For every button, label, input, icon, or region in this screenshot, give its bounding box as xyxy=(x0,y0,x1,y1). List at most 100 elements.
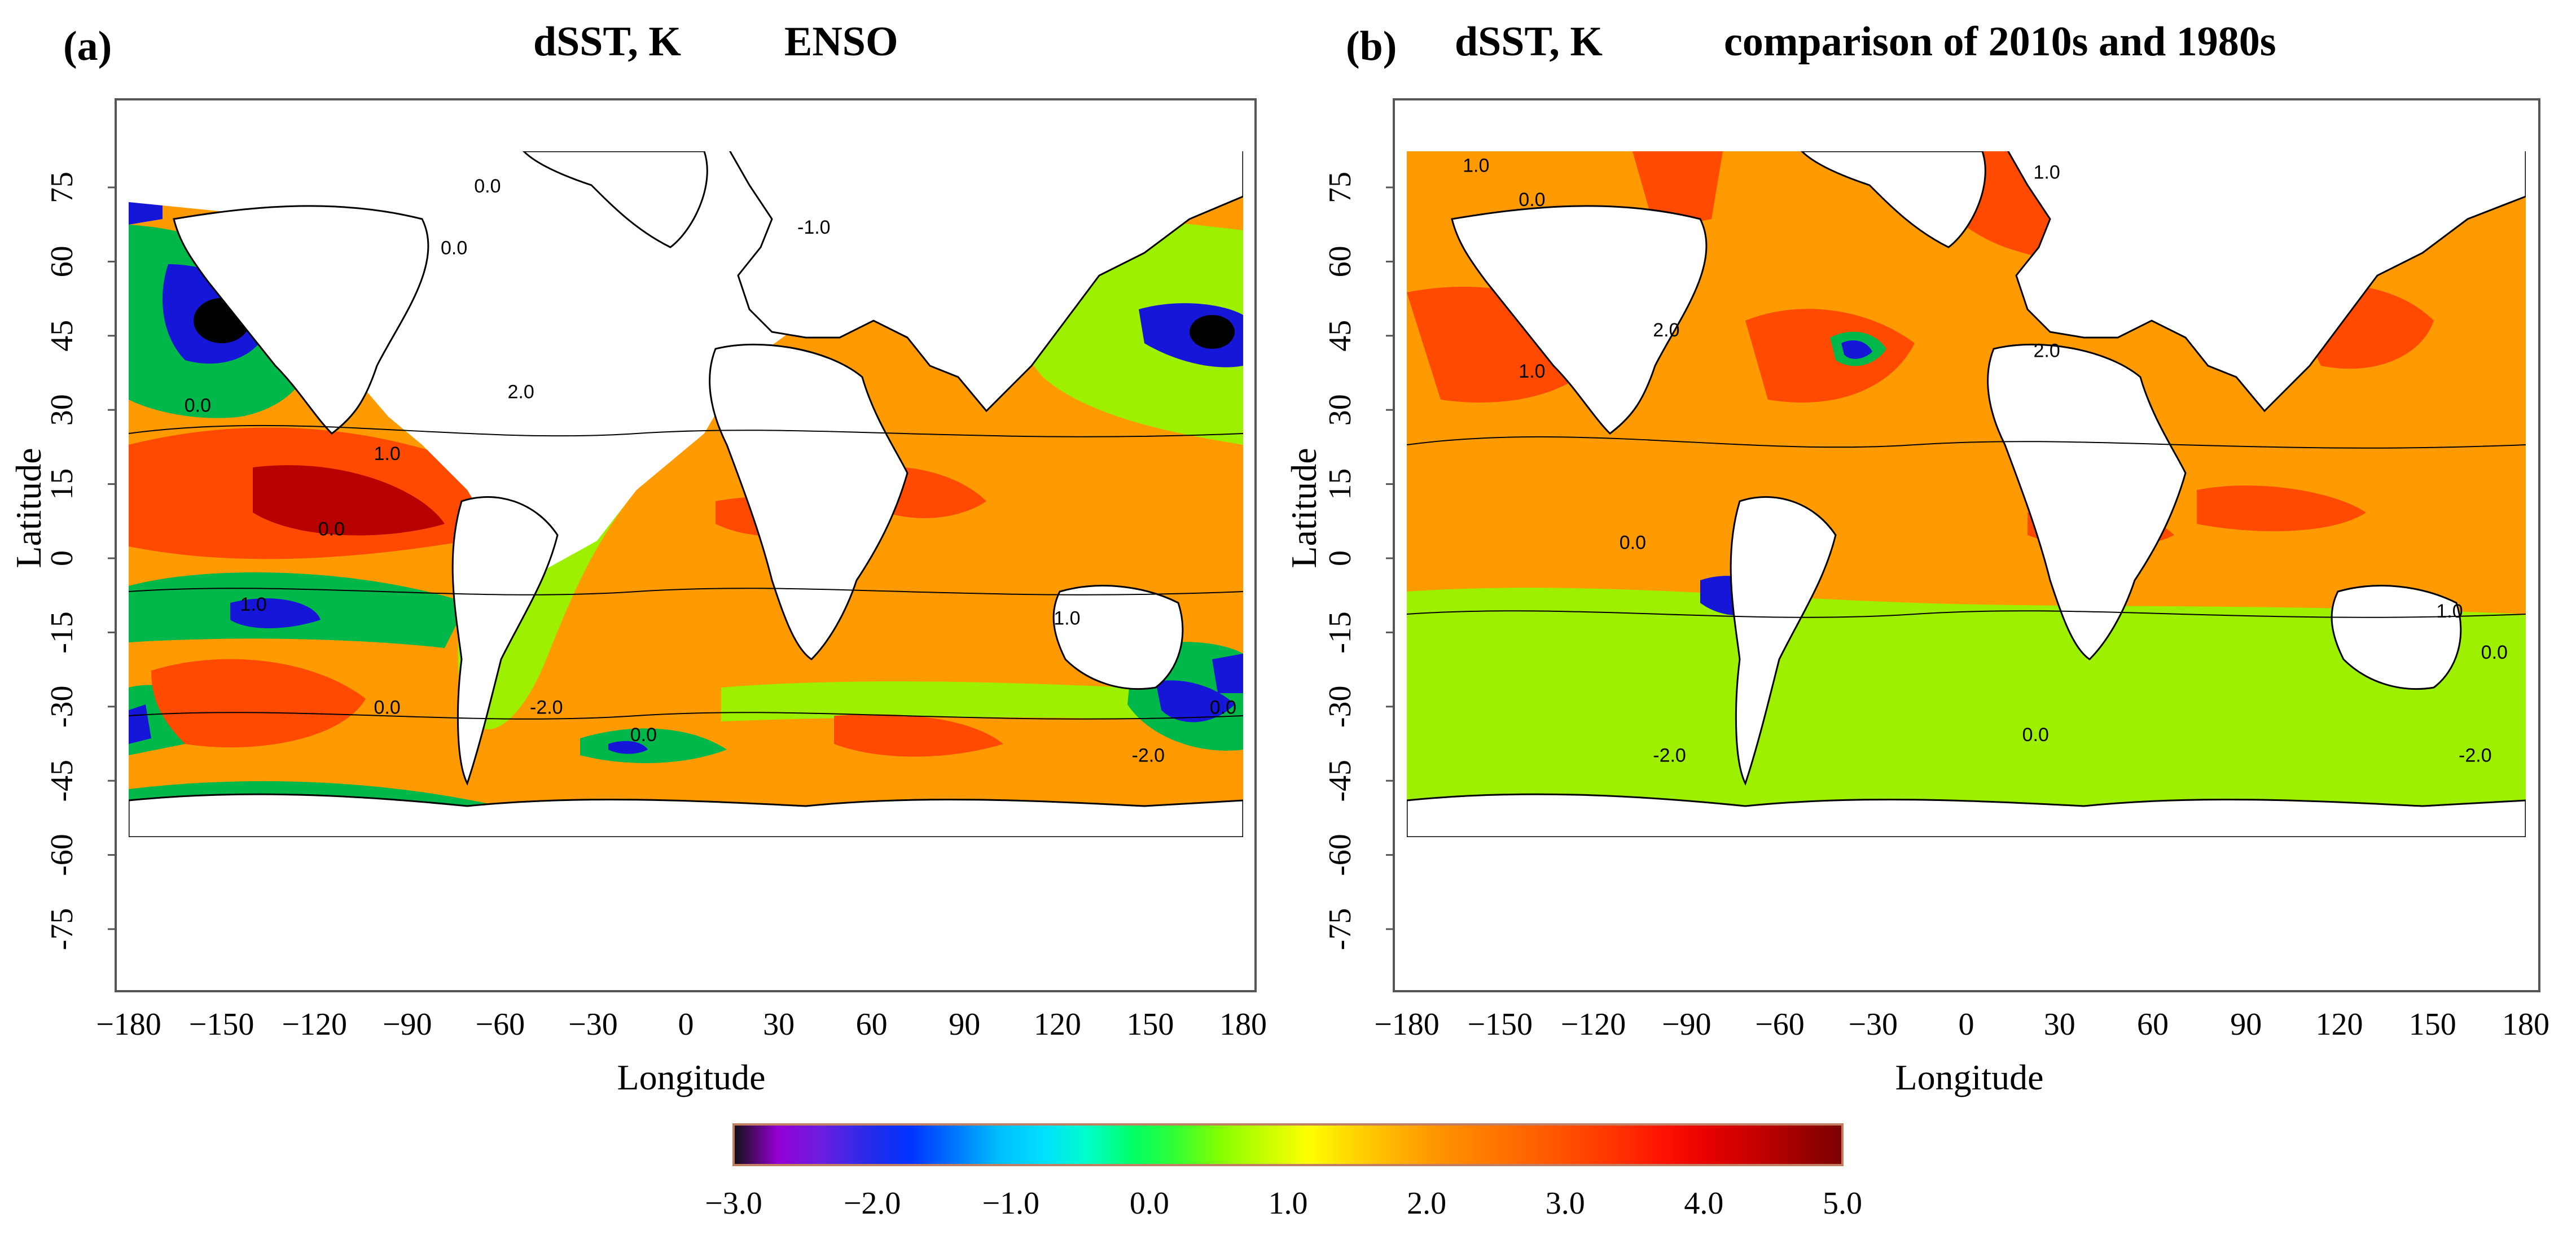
panel-b-lat-tick: -15 xyxy=(1323,611,1358,654)
panel-a-lat-tick: 60 xyxy=(45,246,80,277)
panel-b-lon-tick: −180 xyxy=(1374,1007,1440,1042)
panel-a-lon-tick: 90 xyxy=(949,1007,980,1042)
panel-a-lat-tick: 45 xyxy=(45,320,80,352)
panel-b-contour-label: 1.0 xyxy=(2033,162,2060,183)
panel-a-contour-label: 0.0 xyxy=(474,176,501,197)
colorbar-tick-label: 2.0 xyxy=(1407,1186,1446,1221)
panel-a-ylabel: Latitude xyxy=(8,448,49,568)
panel-a-lat-tick: 15 xyxy=(45,469,80,500)
panel-b-contour-label: 1.0 xyxy=(1463,155,1489,176)
panel-a-contour-label: 1.0 xyxy=(240,594,267,615)
panel-b-contour-label: 0.0 xyxy=(2022,724,2049,746)
colorbar-tick-label: 4.0 xyxy=(1684,1186,1723,1221)
panel-b-lat-tick: 15 xyxy=(1323,469,1358,500)
panel-b-map xyxy=(1407,151,2526,837)
panel-b-lon-tick: 60 xyxy=(2137,1007,2169,1042)
panel-a-contour-label: -2.0 xyxy=(530,697,563,718)
panel-a-lon-tick: 180 xyxy=(1219,1007,1267,1042)
panel-b-lat-tick: 45 xyxy=(1323,320,1358,352)
panel-b-contour-label: -2.0 xyxy=(2459,745,2492,766)
panel-a-lat-tick: -75 xyxy=(45,908,80,951)
panel-b-lat-tick: -60 xyxy=(1323,834,1358,876)
panel-a-lon-tick: 60 xyxy=(856,1007,888,1042)
panel-b-lat-tick: 75 xyxy=(1323,172,1358,203)
panel-b-contour-label: 1.0 xyxy=(1519,361,1545,382)
panel-a-contour-label: 0.0 xyxy=(1210,697,1236,718)
panel-a-contour-labels: 0.0 1.0 2.0 0.0 1.0 0.0 -1.0 0.0 0.0 -2.0 0.0 1.0 -2… xyxy=(185,176,1236,766)
panel-a-lon-tick: 120 xyxy=(1034,1007,1081,1042)
panel-b-contour-label: 1.0 xyxy=(2436,601,2463,622)
panel-a-contour-label: -1.0 xyxy=(797,217,831,238)
colorbar: −3.0 −2.0 −1.0 0.0 1.0 2.0 3.0 4.0 5.0 xyxy=(705,1123,1862,1221)
panel-a-xlabel: Longitude xyxy=(617,1057,765,1097)
panel-b: (b) dSST, K comparison of 2010s and 1980… xyxy=(1284,19,2549,1097)
panel-b-lon-tick: 0 xyxy=(1959,1007,1974,1042)
panel-a-contour-label: 2.0 xyxy=(508,381,534,402)
panel-a-letter: (a) xyxy=(63,23,112,69)
colorbar-ticks: −3.0 −2.0 −1.0 0.0 1.0 2.0 3.0 4.0 5.0 xyxy=(705,1186,1862,1221)
panel-b-contour-label: -2.0 xyxy=(1653,745,1686,766)
panel-b-title-var: dSST, K xyxy=(1455,19,1603,65)
panel-b-contour-label: 0.0 xyxy=(2481,642,2508,663)
panel-a-contour-label: 0.0 xyxy=(630,724,657,746)
panel-b-lat-tick: 0 xyxy=(1323,550,1358,566)
panel-b-lon-tick: 90 xyxy=(2230,1007,2262,1042)
panel-b-lat-tick: -45 xyxy=(1323,760,1358,802)
panel-b-lon-tick: 150 xyxy=(2409,1007,2456,1042)
panel-a-lon-tick: 30 xyxy=(763,1007,795,1042)
panel-a-contour-label: 1.0 xyxy=(374,443,401,465)
panel-a-lat-tick: 30 xyxy=(45,394,80,426)
panel-a: (a) dSST, K ENSO 75604530150-15-30-45-60… xyxy=(8,19,1267,1097)
colorbar-bar xyxy=(732,1123,1844,1166)
colorbar-tick-label: 0.0 xyxy=(1130,1186,1169,1221)
panel-b-contour-label: 0.0 xyxy=(1519,189,1545,211)
panel-b-lon-tick: −120 xyxy=(1561,1007,1626,1042)
panel-b-lat-tick: 60 xyxy=(1323,246,1358,277)
panel-a-frame xyxy=(115,98,1257,992)
panel-b-lon-tick: −60 xyxy=(1755,1007,1805,1042)
panel-a-title-var: dSST, K xyxy=(533,19,681,65)
panel-a-lon-tick: −60 xyxy=(476,1007,525,1042)
panel-a-lat-tick: 75 xyxy=(45,172,80,203)
colorbar-tick-label: 1.0 xyxy=(1269,1186,1308,1221)
panel-b-lon-tick: 120 xyxy=(2316,1007,2363,1042)
panel-a-contour-label: 0.0 xyxy=(185,395,211,417)
panel-b-lon-tick: −150 xyxy=(1467,1007,1533,1042)
panel-b-contour-labels: 1.0 0.0 2.0 1.0 -2.0 0.0 1.0 2.0 0.0 -2.0 1.0 0.0 xyxy=(1463,155,2508,766)
panel-b-lat-tick: -75 xyxy=(1323,908,1358,951)
panel-a-lon-tick: −180 xyxy=(96,1007,161,1042)
panel-a-lat-ticks: 75 60 45 30 15 0 -15 -30 -45 -60 -75 xyxy=(45,172,116,950)
colorbar-tick-label: −3.0 xyxy=(705,1186,762,1221)
panel-b-lon-tick: −30 xyxy=(1848,1007,1898,1042)
panel-b-lon-ticks: −180 −150 −120 −90 −60 −30 0 30 60 90 120 150 180 xyxy=(1374,1007,2549,1042)
panel-b-contour-label: 0.0 xyxy=(1620,532,1646,554)
panel-a-lat-tick: 0 xyxy=(45,550,80,566)
colorbar-tick-label: 3.0 xyxy=(1546,1186,1585,1221)
panel-a-lat-tick: -45 xyxy=(45,760,80,802)
panel-b-letter: (b) xyxy=(1346,23,1397,69)
colorbar-tick-label: −1.0 xyxy=(982,1186,1039,1221)
panel-a-contour-label: 0.0 xyxy=(374,697,401,718)
panel-a-contour-label: 0.0 xyxy=(318,518,345,540)
panel-a-lon-tick: 150 xyxy=(1126,1007,1174,1042)
panel-b-frame xyxy=(1393,98,2540,992)
panel-b-lon-tick: 180 xyxy=(2502,1007,2549,1042)
panel-b-ylabel: Latitude xyxy=(1284,448,1324,568)
panel-a-contour-label: -2.0 xyxy=(1132,745,1165,766)
panel-a-lat-tick: -60 xyxy=(45,834,80,876)
colorbar-tick-label: −2.0 xyxy=(844,1186,901,1221)
panel-a-lat-tick: -30 xyxy=(45,685,80,728)
colorbar-tick-label: 5.0 xyxy=(1823,1186,1862,1221)
panel-b-lat-ticks: 75 60 45 30 15 0 -15 -30 -45 -60 -75 xyxy=(1323,172,1394,950)
panel-a-contour-label: 1.0 xyxy=(1054,607,1080,629)
panel-b-lon-tick: 30 xyxy=(2044,1007,2075,1042)
panel-b-lon-tick: −90 xyxy=(1662,1007,1712,1042)
panel-b-contour-label: 2.0 xyxy=(1653,319,1679,341)
panel-a-lon-tick: −150 xyxy=(189,1007,254,1042)
panel-b-title-case: comparison of 2010s and 1980s xyxy=(1724,19,2276,65)
panel-b-lat-tick: -30 xyxy=(1323,685,1358,728)
panel-b-xlabel: Longitude xyxy=(1895,1057,2043,1097)
panel-a-contour-label: 0.0 xyxy=(441,237,467,259)
panel-a-lon-ticks: −180 −150 −120 −90 −60 −30 0 30 60 90 120 150 180 xyxy=(96,1007,1267,1042)
